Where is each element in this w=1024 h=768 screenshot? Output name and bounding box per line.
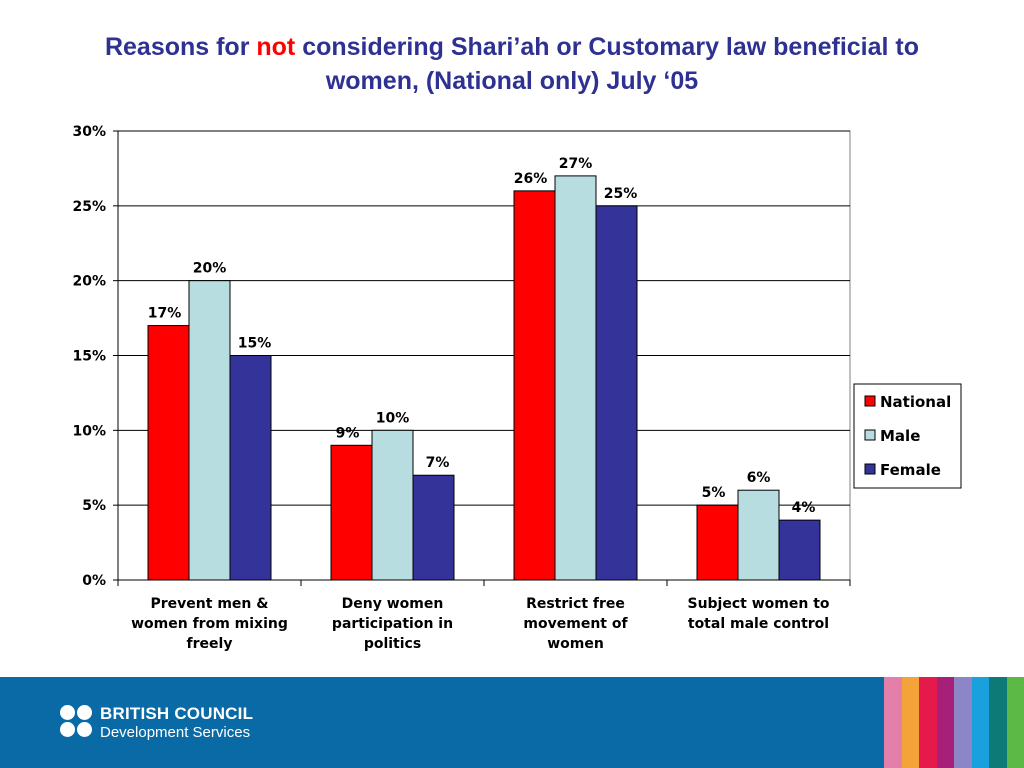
y-tick-label: 5% [82, 498, 106, 514]
y-tick-label: 10% [72, 423, 106, 439]
x-tick-label: total male control [688, 616, 829, 632]
x-tick-label: Restrict free [526, 596, 625, 612]
slide-title-line1: Reasons for not considering Shari’ah or … [0, 30, 1024, 64]
x-tick-label: women from mixing [131, 616, 288, 632]
data-label: 17% [148, 306, 182, 322]
y-tick-label: 20% [72, 274, 106, 290]
y-tick-label: 25% [72, 199, 106, 215]
bar-national [513, 190, 556, 581]
stripe-8 [1006, 677, 1024, 768]
stripe-6 [971, 677, 989, 768]
bar-male [554, 175, 597, 581]
bar-female [595, 205, 638, 581]
data-label: 15% [238, 336, 272, 352]
data-label: 5% [702, 485, 726, 501]
title-part2: considering Shari’ah or Customary law be… [295, 33, 920, 61]
title-part1: Reasons for [104, 33, 257, 61]
stripe-3 [919, 677, 937, 768]
title-highlight: not [256, 33, 296, 61]
data-label: 10% [376, 410, 410, 426]
legend-label-male: Male [880, 427, 920, 445]
bar-national [330, 444, 373, 581]
logo-dots-icon [60, 705, 96, 741]
bar-male [737, 489, 780, 581]
logo-text: BRITISH COUNCIL Development Services [100, 704, 253, 742]
bar-national [696, 504, 739, 581]
stripe-1 [884, 677, 902, 768]
legend-swatch-male [864, 429, 876, 441]
x-tick-label: women [547, 636, 604, 652]
x-tick-label: freely [187, 636, 233, 652]
bar-chart: 0% 5% 10% 15% 20% 25% 30% 17% 20% 15% Prevent men … [72, 124, 962, 652]
x-tick-label: participation in [332, 616, 453, 632]
bar-male [371, 429, 414, 581]
data-label: 9% [336, 425, 360, 441]
stripe-4 [936, 677, 954, 768]
color-stripes [884, 677, 1024, 768]
x-tick-label: Deny women [342, 596, 444, 612]
y-tick-label: 0% [82, 573, 106, 589]
data-label: 25% [604, 186, 638, 202]
data-label: 27% [559, 156, 593, 172]
x-tick-label: Subject women to [687, 596, 829, 612]
x-tick-label: movement of [523, 616, 628, 632]
x-tick-label: politics [364, 636, 421, 652]
stripe-5 [954, 677, 972, 768]
slide-title-line2: women, (National only) July ‘05 [325, 67, 699, 95]
data-label: 6% [747, 470, 771, 486]
stripe-2 [901, 677, 919, 768]
legend-swatch-female [864, 463, 876, 475]
org-division: Development Services [100, 724, 251, 741]
y-tick-label: 30% [72, 124, 106, 140]
legend-swatch-national [864, 395, 876, 407]
y-tick-label: 15% [72, 349, 106, 365]
slide-title: Reasons for not considering Shari’ah or … [0, 30, 1024, 98]
bar-male [188, 280, 231, 581]
data-label: 7% [426, 455, 450, 471]
bar-female [412, 474, 455, 581]
legend-label-national: National [880, 393, 951, 411]
data-label: 26% [514, 171, 548, 187]
footer-bar: BRITISH COUNCIL Development Services [0, 677, 1024, 768]
data-label: 20% [193, 261, 227, 277]
stripe-7 [989, 677, 1007, 768]
legend-label-female: Female [880, 461, 941, 479]
bar-national [147, 325, 190, 581]
data-label: 4% [792, 500, 816, 516]
x-tick-label: Prevent men & [151, 596, 269, 612]
bar-female [778, 519, 821, 581]
org-name: BRITISH COUNCIL [100, 704, 254, 723]
bar-female [229, 355, 272, 581]
